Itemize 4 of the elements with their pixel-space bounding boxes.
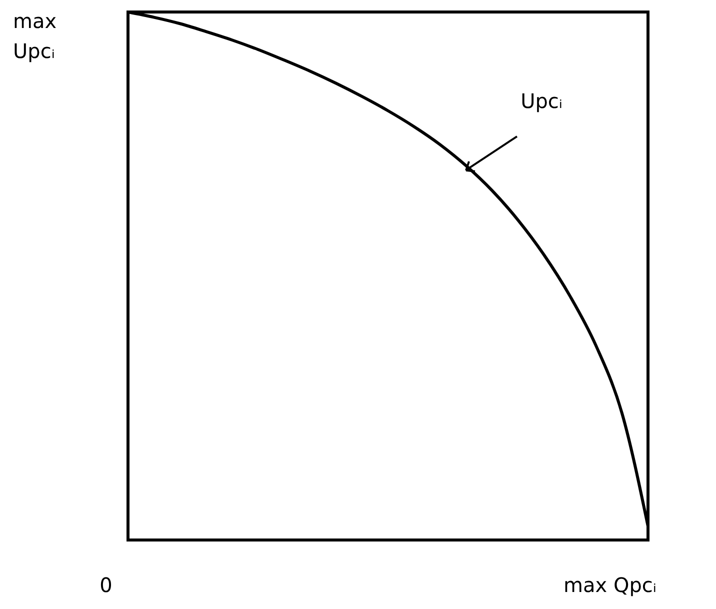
- annotation: Upcᵢ: [520, 88, 563, 113]
- text: max Upcᵢ: [13, 9, 57, 63]
- text: 0: [100, 573, 112, 597]
- text: max Qpcᵢ: [564, 573, 656, 597]
